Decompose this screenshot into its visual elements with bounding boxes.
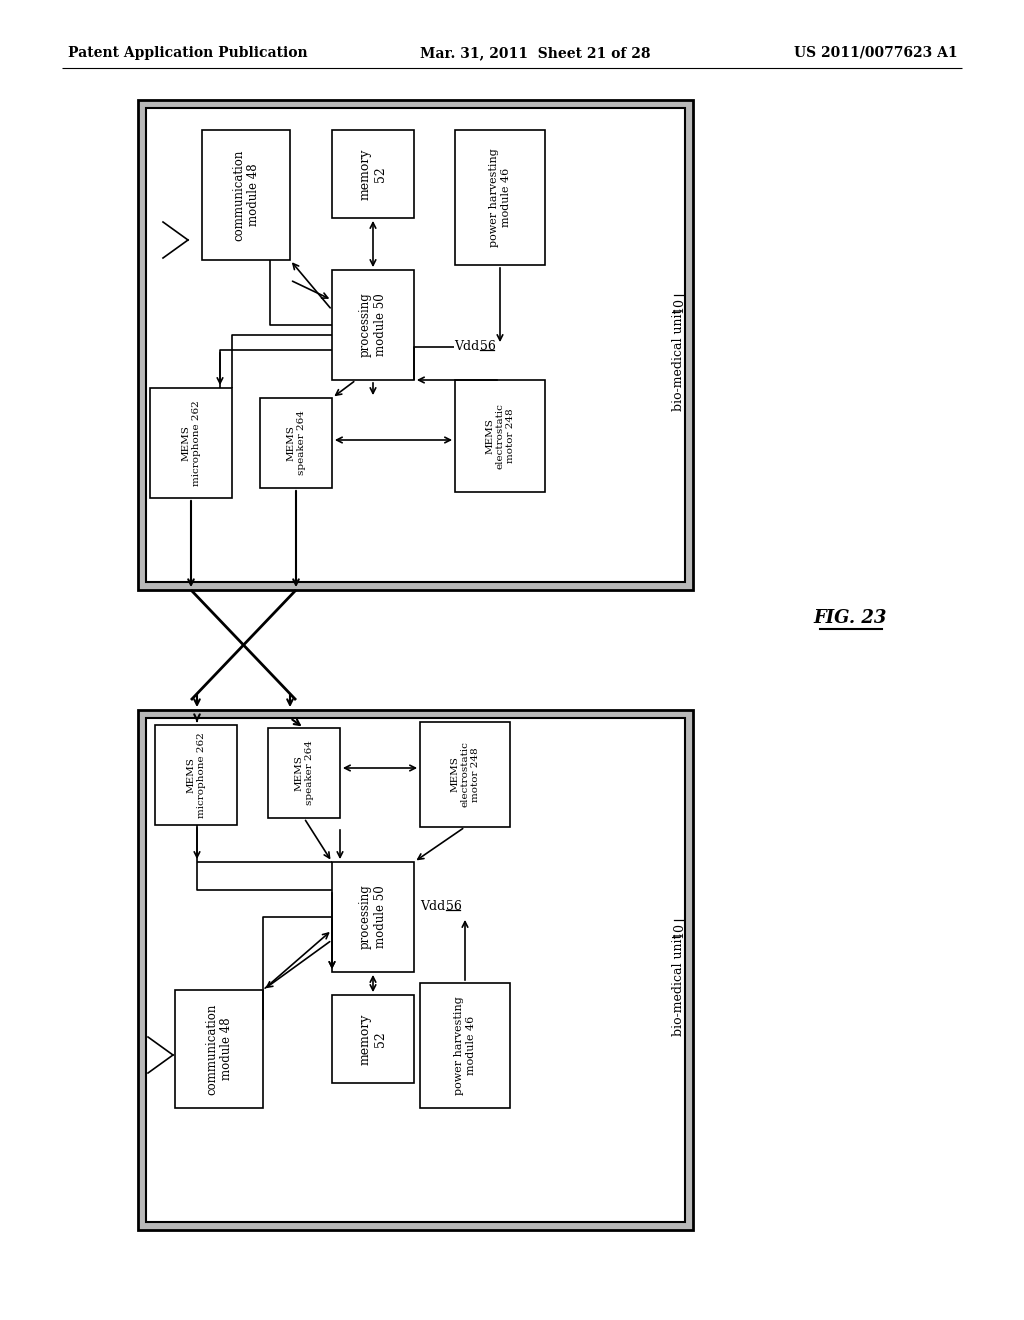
Text: processing
module 50: processing module 50 (359, 293, 387, 358)
Bar (138, 100, 693, 590)
Text: MEMS
electrostatic
motor 248: MEMS electrostatic motor 248 (485, 403, 515, 469)
Bar (268, 729, 340, 818)
Bar (332, 995, 414, 1082)
Text: communication
module 48: communication module 48 (205, 1003, 233, 1094)
Bar (202, 129, 290, 260)
Bar (455, 129, 545, 265)
Bar (332, 129, 414, 218)
Text: 10: 10 (673, 297, 685, 313)
Bar (146, 108, 685, 582)
Text: MEMS
microphone 262: MEMS microphone 262 (181, 400, 201, 486)
Text: 10: 10 (673, 921, 685, 939)
Text: processing
module 50: processing module 50 (359, 884, 387, 949)
Text: power harvesting
module 46: power harvesting module 46 (455, 997, 476, 1094)
Bar (146, 718, 685, 1222)
Text: Vdd: Vdd (454, 341, 479, 354)
Text: 56: 56 (446, 900, 462, 913)
Text: Vdd: Vdd (420, 900, 445, 913)
Text: MEMS
speaker 264: MEMS speaker 264 (287, 411, 306, 475)
Text: FIG. 23: FIG. 23 (813, 609, 887, 627)
Text: MEMS
speaker 264: MEMS speaker 264 (294, 741, 313, 805)
Text: communication
module 48: communication module 48 (232, 149, 260, 240)
Bar (420, 983, 510, 1107)
Bar (155, 725, 237, 825)
Bar (420, 722, 510, 828)
Text: MEMS
electrostatic
motor 248: MEMS electrostatic motor 248 (451, 742, 480, 808)
Text: memory
52: memory 52 (359, 148, 387, 199)
Text: US 2011/0077623 A1: US 2011/0077623 A1 (795, 46, 958, 59)
Bar (455, 380, 545, 492)
Bar (332, 271, 414, 380)
Bar (175, 990, 263, 1107)
Text: Patent Application Publication: Patent Application Publication (68, 46, 307, 59)
Text: bio-medical unit: bio-medical unit (673, 309, 685, 412)
Text: bio-medical unit: bio-medical unit (673, 933, 685, 1036)
Bar (150, 388, 232, 498)
Text: Mar. 31, 2011  Sheet 21 of 28: Mar. 31, 2011 Sheet 21 of 28 (420, 46, 650, 59)
Bar (138, 710, 693, 1230)
Text: MEMS
microphone 262: MEMS microphone 262 (186, 733, 206, 818)
Text: memory
52: memory 52 (359, 1014, 387, 1065)
Text: power harvesting
module 46: power harvesting module 46 (489, 148, 511, 247)
Text: 56: 56 (480, 341, 496, 354)
Bar (332, 862, 414, 972)
Bar (260, 399, 332, 488)
